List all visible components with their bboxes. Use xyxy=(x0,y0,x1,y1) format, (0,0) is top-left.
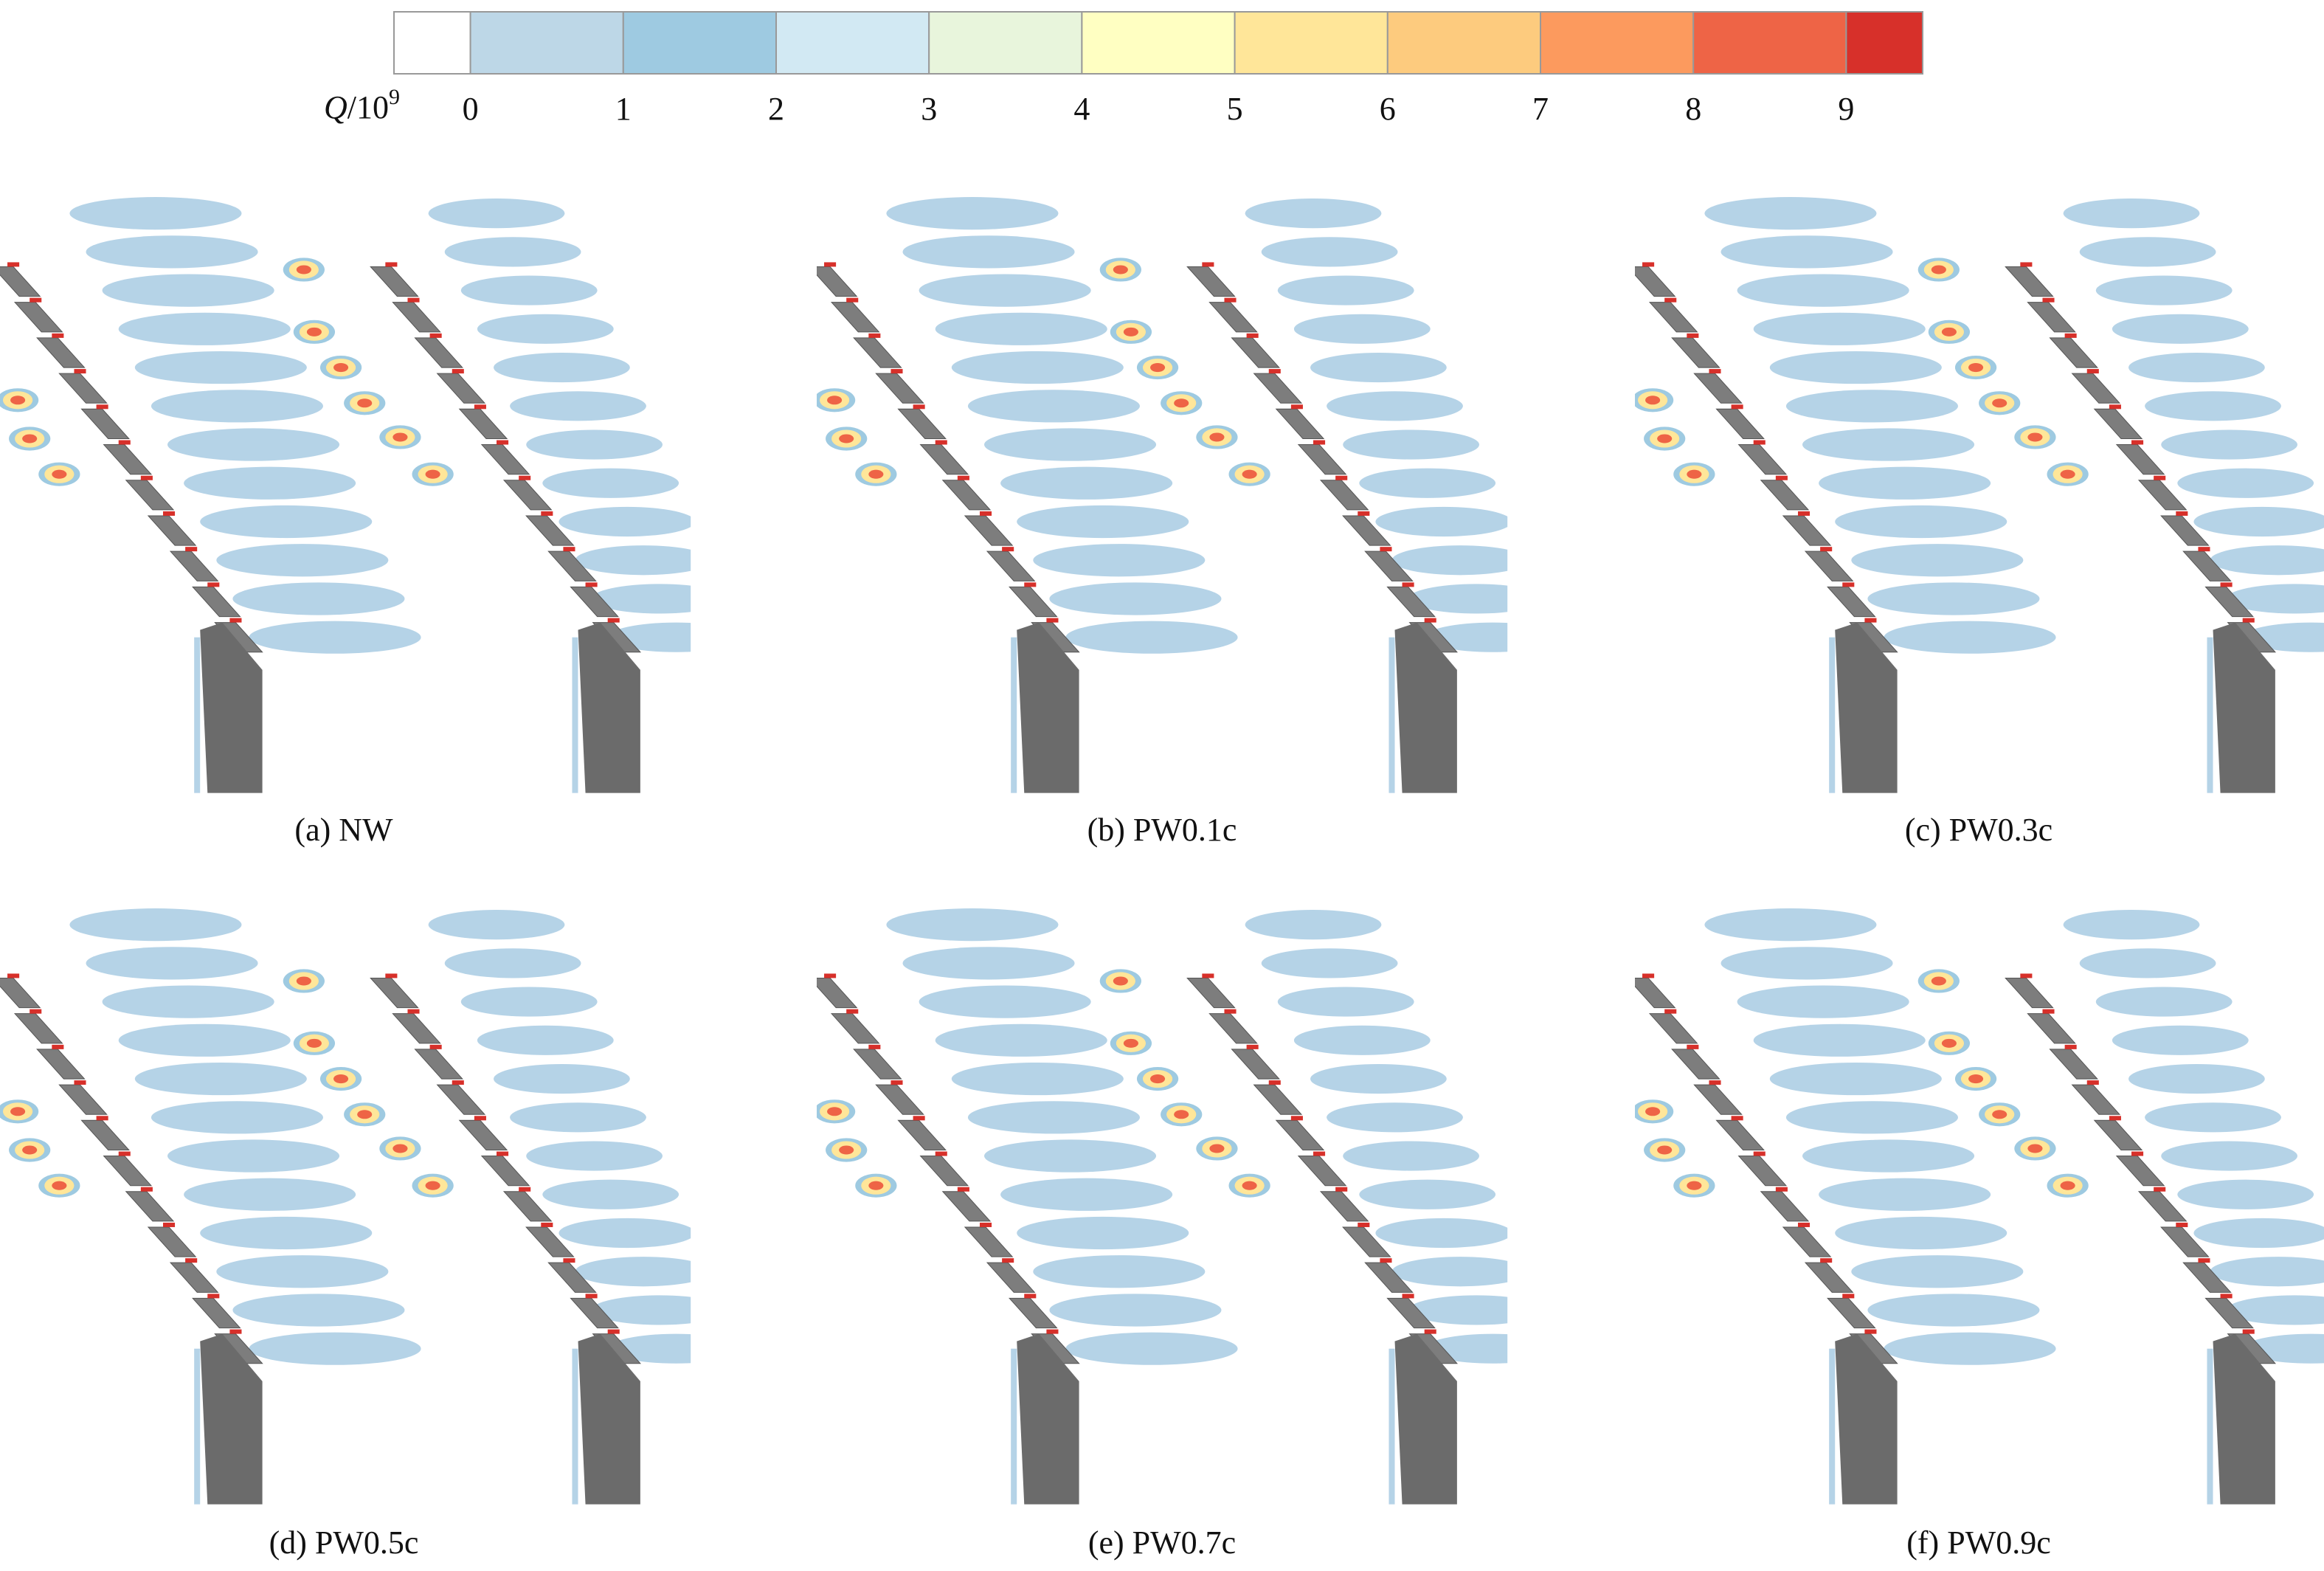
panel-image xyxy=(0,197,744,793)
colorbar-segment xyxy=(622,11,777,75)
colorbar-label: Q/109 xyxy=(324,85,400,125)
panel-caption: (a) NW xyxy=(294,812,393,848)
colorbar-segment xyxy=(928,11,1083,75)
panel-caption: (f) PW0.9c xyxy=(1906,1525,2051,1561)
colorbar-tick-label: 3 xyxy=(921,91,937,127)
colorbar-unit: /10 xyxy=(347,89,389,125)
colorbar-symbol: Q xyxy=(324,89,347,125)
panel-caption: (b) PW0.1c xyxy=(1087,812,1237,848)
colorbar-tick-label: 1 xyxy=(615,91,632,127)
colorbar-tick-label: 7 xyxy=(1532,91,1549,127)
colorbar-segment xyxy=(1540,11,1695,75)
colorbar-tick-label: 8 xyxy=(1685,91,1701,127)
colorbar-exponent: 9 xyxy=(389,85,400,109)
panel-caption: (d) PW0.5c xyxy=(269,1525,419,1561)
colorbar-tick-label: 6 xyxy=(1380,91,1396,127)
colorbar-tick-label: 5 xyxy=(1227,91,1243,127)
colorbar-segment xyxy=(1386,11,1542,75)
colorbar-segment xyxy=(775,11,930,75)
panel-image xyxy=(1628,908,2324,1505)
colorbar-segment xyxy=(469,11,624,75)
colorbar-segment xyxy=(1692,11,1847,75)
colorbar-tick-label: 4 xyxy=(1073,91,1090,127)
panel-image xyxy=(809,197,1561,793)
panel-caption: (e) PW0.7c xyxy=(1088,1525,1236,1561)
panel-caption: (c) PW0.3c xyxy=(1905,812,2052,848)
colorbar-segment xyxy=(1234,11,1388,75)
colorbar-tick-label: 2 xyxy=(768,91,784,127)
colorbar-tick-label: 9 xyxy=(1838,91,1854,127)
colorbar-segment xyxy=(1081,11,1236,75)
colorbar-tick-label: 0 xyxy=(463,91,479,127)
colorbar-segment xyxy=(393,11,471,75)
panel-image xyxy=(0,908,744,1505)
panel-image xyxy=(1628,197,2324,793)
colorbar-segment xyxy=(1845,11,1923,75)
panel-image xyxy=(809,908,1561,1505)
